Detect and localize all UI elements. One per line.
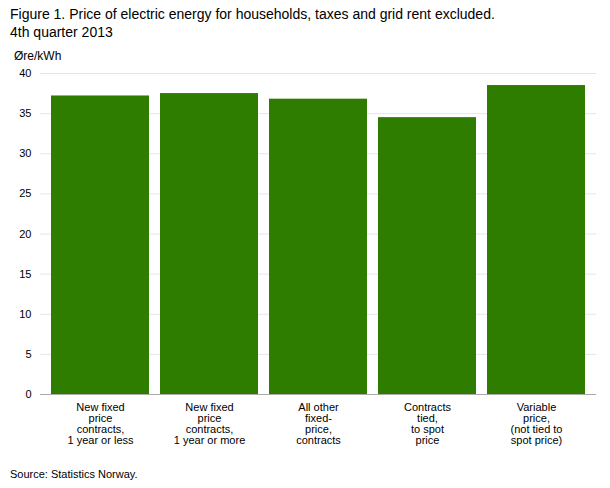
html-text:Source: Statistics Norway.: Source: Statistics Norway. [10, 468, 138, 480]
svg-text:40: 40 [19, 67, 31, 79]
svg-text:New fixedpricecontracts,1 year: New fixedpricecontracts,1 year or less [67, 401, 134, 446]
svg-text:Contractstied,to spotprice: Contractstied,to spotprice [404, 401, 452, 446]
svg-text:20: 20 [19, 228, 31, 240]
svg-text:30: 30 [19, 147, 31, 159]
svg-text:5: 5 [25, 348, 31, 360]
svg-text:25: 25 [19, 187, 31, 199]
html-text:Figure 1. Price of electric en: Figure 1. Price of electric energy for h… [10, 6, 495, 40]
svg-text:10: 10 [19, 308, 31, 320]
svg-text:New fixedpricecontracts,1 year: New fixedpricecontracts,1 year or more [174, 401, 246, 446]
svg-text:All otherfixed-price,contracts: All otherfixed-price,contracts [296, 401, 341, 446]
svg-text:35: 35 [19, 107, 31, 119]
html-text:Øre/kWh: Øre/kWh [14, 49, 62, 63]
svg-text:0: 0 [25, 388, 31, 400]
svg-text:15: 15 [19, 268, 31, 280]
svg-text:Variableprice,(not tied tospot: Variableprice,(not tied tospot price) [511, 401, 563, 446]
